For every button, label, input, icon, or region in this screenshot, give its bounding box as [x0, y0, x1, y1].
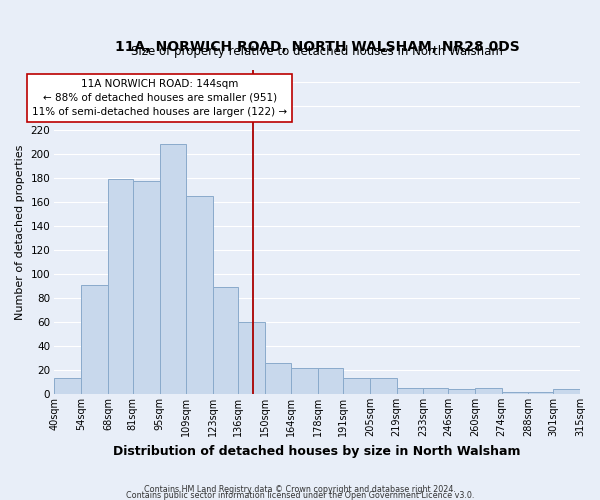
Bar: [213, 288, 238, 394]
Bar: [81, 285, 108, 394]
Bar: [108, 180, 133, 394]
Bar: [423, 388, 448, 394]
Bar: [553, 389, 580, 394]
Bar: [343, 378, 370, 394]
Bar: [397, 388, 423, 394]
Bar: [55, 378, 81, 394]
Bar: [318, 368, 343, 394]
Bar: [529, 392, 553, 394]
X-axis label: Distribution of detached houses by size in North Walsham: Distribution of detached houses by size …: [113, 444, 521, 458]
Bar: [133, 180, 160, 394]
Y-axis label: Number of detached properties: Number of detached properties: [15, 144, 25, 320]
Bar: [292, 368, 318, 394]
Text: Contains HM Land Registry data © Crown copyright and database right 2024.: Contains HM Land Registry data © Crown c…: [144, 484, 456, 494]
Bar: [238, 322, 265, 394]
Bar: [160, 144, 187, 394]
Text: Contains public sector information licensed under the Open Government Licence v3: Contains public sector information licen…: [126, 490, 474, 500]
Bar: [370, 378, 397, 394]
Title: 11A, NORWICH ROAD, NORTH WALSHAM, NR28 0DS: 11A, NORWICH ROAD, NORTH WALSHAM, NR28 0…: [115, 40, 520, 54]
Bar: [265, 363, 292, 394]
Bar: [475, 388, 502, 394]
Bar: [502, 392, 529, 394]
Text: 11A NORWICH ROAD: 144sqm
← 88% of detached houses are smaller (951)
11% of semi-: 11A NORWICH ROAD: 144sqm ← 88% of detach…: [32, 79, 287, 117]
Bar: [448, 389, 475, 394]
Bar: [187, 196, 213, 394]
Text: Size of property relative to detached houses in North Walsham: Size of property relative to detached ho…: [131, 44, 503, 58]
